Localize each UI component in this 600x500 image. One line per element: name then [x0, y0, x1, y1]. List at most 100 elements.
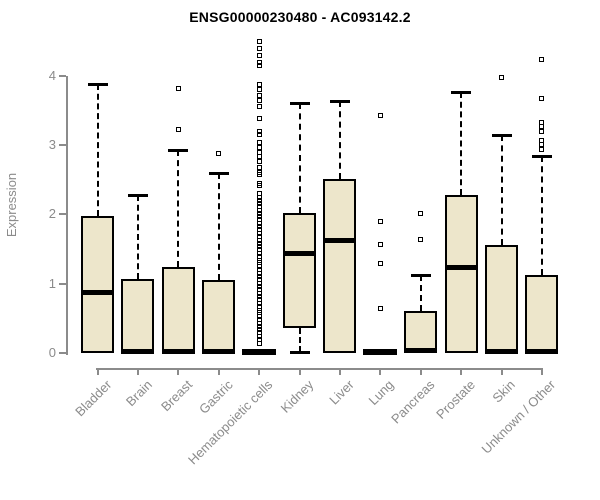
x-axis-tick — [379, 368, 382, 375]
x-axis-tick — [177, 368, 180, 375]
whisker-high-cap-breast — [168, 148, 189, 152]
outlier-point — [256, 191, 262, 197]
outlier-point — [377, 112, 383, 118]
outlier-point — [256, 159, 262, 165]
outlier-point — [256, 183, 262, 189]
outlier-point — [256, 293, 262, 299]
outlier-point — [539, 96, 545, 102]
outlier-point — [256, 230, 262, 236]
outlier-point — [256, 287, 262, 293]
outlier-point — [256, 220, 262, 226]
outlier-point — [256, 326, 262, 332]
median-unknown-other — [525, 349, 559, 355]
median-breast — [161, 349, 195, 355]
outlier-point — [256, 337, 262, 343]
median-liver — [323, 237, 357, 243]
x-axis-tick — [500, 368, 503, 375]
chart-title: ENSG00000230480 - AC093142.2 — [189, 9, 411, 25]
box-skin — [485, 244, 518, 353]
outlier-point — [256, 39, 262, 45]
x-tick-label: Kidney — [277, 377, 317, 416]
x-tick-label: Liver — [325, 377, 357, 408]
outlier-point — [499, 75, 504, 81]
outlier-point — [256, 213, 262, 219]
outlier-point — [256, 267, 262, 273]
y-tick-label: 2 — [48, 206, 56, 222]
outlier-point — [256, 128, 262, 134]
outlier-point — [256, 250, 262, 256]
x-tick-label: Skin — [489, 377, 519, 406]
box-breast — [161, 267, 195, 353]
x-axis-tick — [540, 368, 543, 375]
median-gastric — [202, 349, 236, 355]
y-axis-tick — [59, 74, 66, 77]
whisker-high-kidney — [298, 102, 301, 213]
y-axis-tick — [59, 144, 66, 147]
whisker-high-cap-skin — [491, 133, 512, 137]
outlier-point — [256, 254, 262, 260]
outlier-point — [256, 333, 262, 339]
x-axis-tick — [460, 368, 463, 375]
outlier-point — [256, 290, 262, 296]
outlier-point — [256, 81, 262, 87]
y-axis-tick — [59, 213, 66, 216]
x-axis-tick — [96, 368, 99, 375]
outlier-point — [256, 277, 262, 283]
whisker-high-skin — [500, 134, 503, 245]
whisker-high-cap-unknown-other — [531, 155, 552, 159]
outlier-point — [256, 297, 262, 303]
outlier-point — [256, 320, 262, 326]
whisker-high-cap-prostate — [451, 90, 472, 94]
y-axis-tick — [59, 282, 66, 285]
outlier-point — [256, 270, 262, 276]
outlier-point — [256, 217, 262, 223]
outlier-point — [216, 150, 222, 156]
y-axis-tick — [59, 352, 66, 354]
outlier-point — [256, 207, 262, 213]
whisker-high-unknown-other — [540, 156, 543, 275]
outlier-point — [256, 313, 262, 319]
outlier-point — [175, 86, 181, 92]
outlier-point — [256, 149, 262, 155]
x-axis-tick — [258, 368, 261, 375]
whisker-high-cap-kidney — [289, 101, 310, 105]
box-pancreas — [404, 311, 438, 353]
outlier-point — [256, 139, 262, 145]
outlier-point — [256, 324, 262, 330]
outlier-point — [256, 280, 262, 286]
x-tick-label: Pancreas — [387, 377, 438, 427]
outlier-point — [256, 194, 262, 200]
box-lung — [363, 348, 398, 355]
outlier-point — [256, 330, 262, 336]
x-tick-label: Unknown / Other — [478, 377, 559, 457]
outlier-point — [377, 241, 383, 247]
whisker-high-cap-liver — [329, 99, 350, 103]
median-prostate — [444, 265, 478, 271]
outlier-point — [256, 98, 262, 104]
outlier-point — [256, 274, 262, 280]
whisker-high-bladder — [96, 84, 99, 217]
outlier-point — [256, 307, 262, 313]
whisker-low-kidney — [298, 328, 301, 352]
x-axis-tick — [338, 368, 341, 375]
outlier-point — [539, 120, 545, 126]
outlier-point — [175, 127, 181, 133]
outlier-point — [256, 198, 262, 204]
whisker-high-cap-bladder — [87, 83, 108, 87]
outlier-point — [256, 62, 262, 68]
outlier-point — [256, 200, 262, 206]
outlier-point — [256, 144, 262, 150]
outlier-point — [256, 104, 262, 110]
outlier-point — [256, 210, 262, 216]
median-brain — [121, 349, 155, 355]
outlier-point — [256, 131, 262, 137]
outlier-point — [256, 237, 262, 243]
outlier-point — [256, 257, 262, 263]
whisker-high-cap-brain — [127, 193, 148, 197]
x-axis-line — [96, 368, 544, 370]
outlier-point — [256, 310, 262, 316]
median-bladder — [81, 289, 114, 295]
outlier-point — [418, 211, 424, 217]
